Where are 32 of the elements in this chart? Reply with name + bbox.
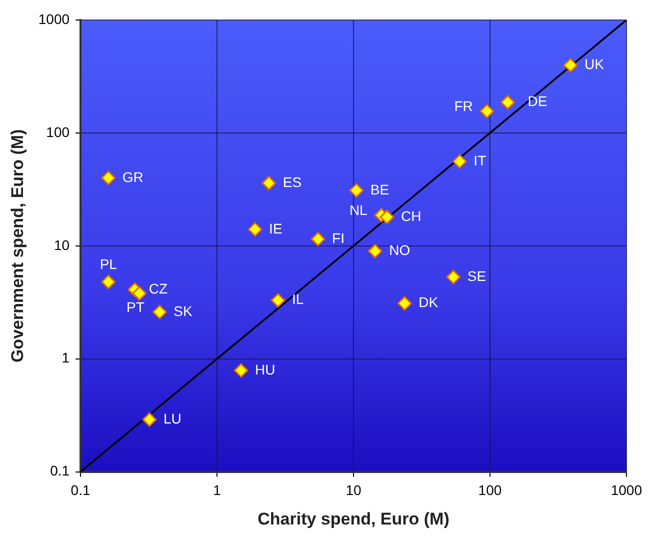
annotation: CH xyxy=(400,208,422,224)
x-tick-label: 100 xyxy=(478,482,502,498)
annotation: LU xyxy=(163,410,182,426)
annotation: SK xyxy=(174,302,194,319)
annotation: HU xyxy=(255,361,276,378)
annotation: UK xyxy=(584,56,605,72)
x-tick-label: 1000 xyxy=(610,482,642,498)
y-tick-label: 0.1 xyxy=(50,462,70,479)
x-tick-label: 1 xyxy=(213,482,222,498)
annotation: DK xyxy=(418,294,439,310)
annotation: IL xyxy=(292,291,304,308)
annotation: NO xyxy=(389,242,410,258)
y-tick-label: 10 xyxy=(54,236,70,253)
annotation: SE xyxy=(467,268,486,284)
x-axis-title: Charity spend, Euro (M) xyxy=(258,509,450,528)
y-tick-label: 1 xyxy=(62,350,70,366)
x-tick-label: 0.1 xyxy=(70,482,90,498)
annotation: DE xyxy=(528,93,548,110)
annotation: GR xyxy=(122,168,144,185)
annotation: PL xyxy=(100,256,118,272)
y-tick-label: 1000 xyxy=(38,10,70,27)
x-tick-label: 10 xyxy=(346,482,362,498)
y-tick-label: 100 xyxy=(46,124,70,140)
annotation: IE xyxy=(269,220,282,236)
annotation: FR xyxy=(454,98,473,114)
annotation: CZ xyxy=(148,280,168,296)
annotation: ES xyxy=(282,174,302,190)
annotation: IT xyxy=(474,152,487,168)
annotation: FI xyxy=(332,230,345,246)
y-axis-title: Government spend, Euro (M) xyxy=(8,129,27,363)
annotation: PT xyxy=(126,299,145,316)
annotation: BE xyxy=(370,181,390,198)
